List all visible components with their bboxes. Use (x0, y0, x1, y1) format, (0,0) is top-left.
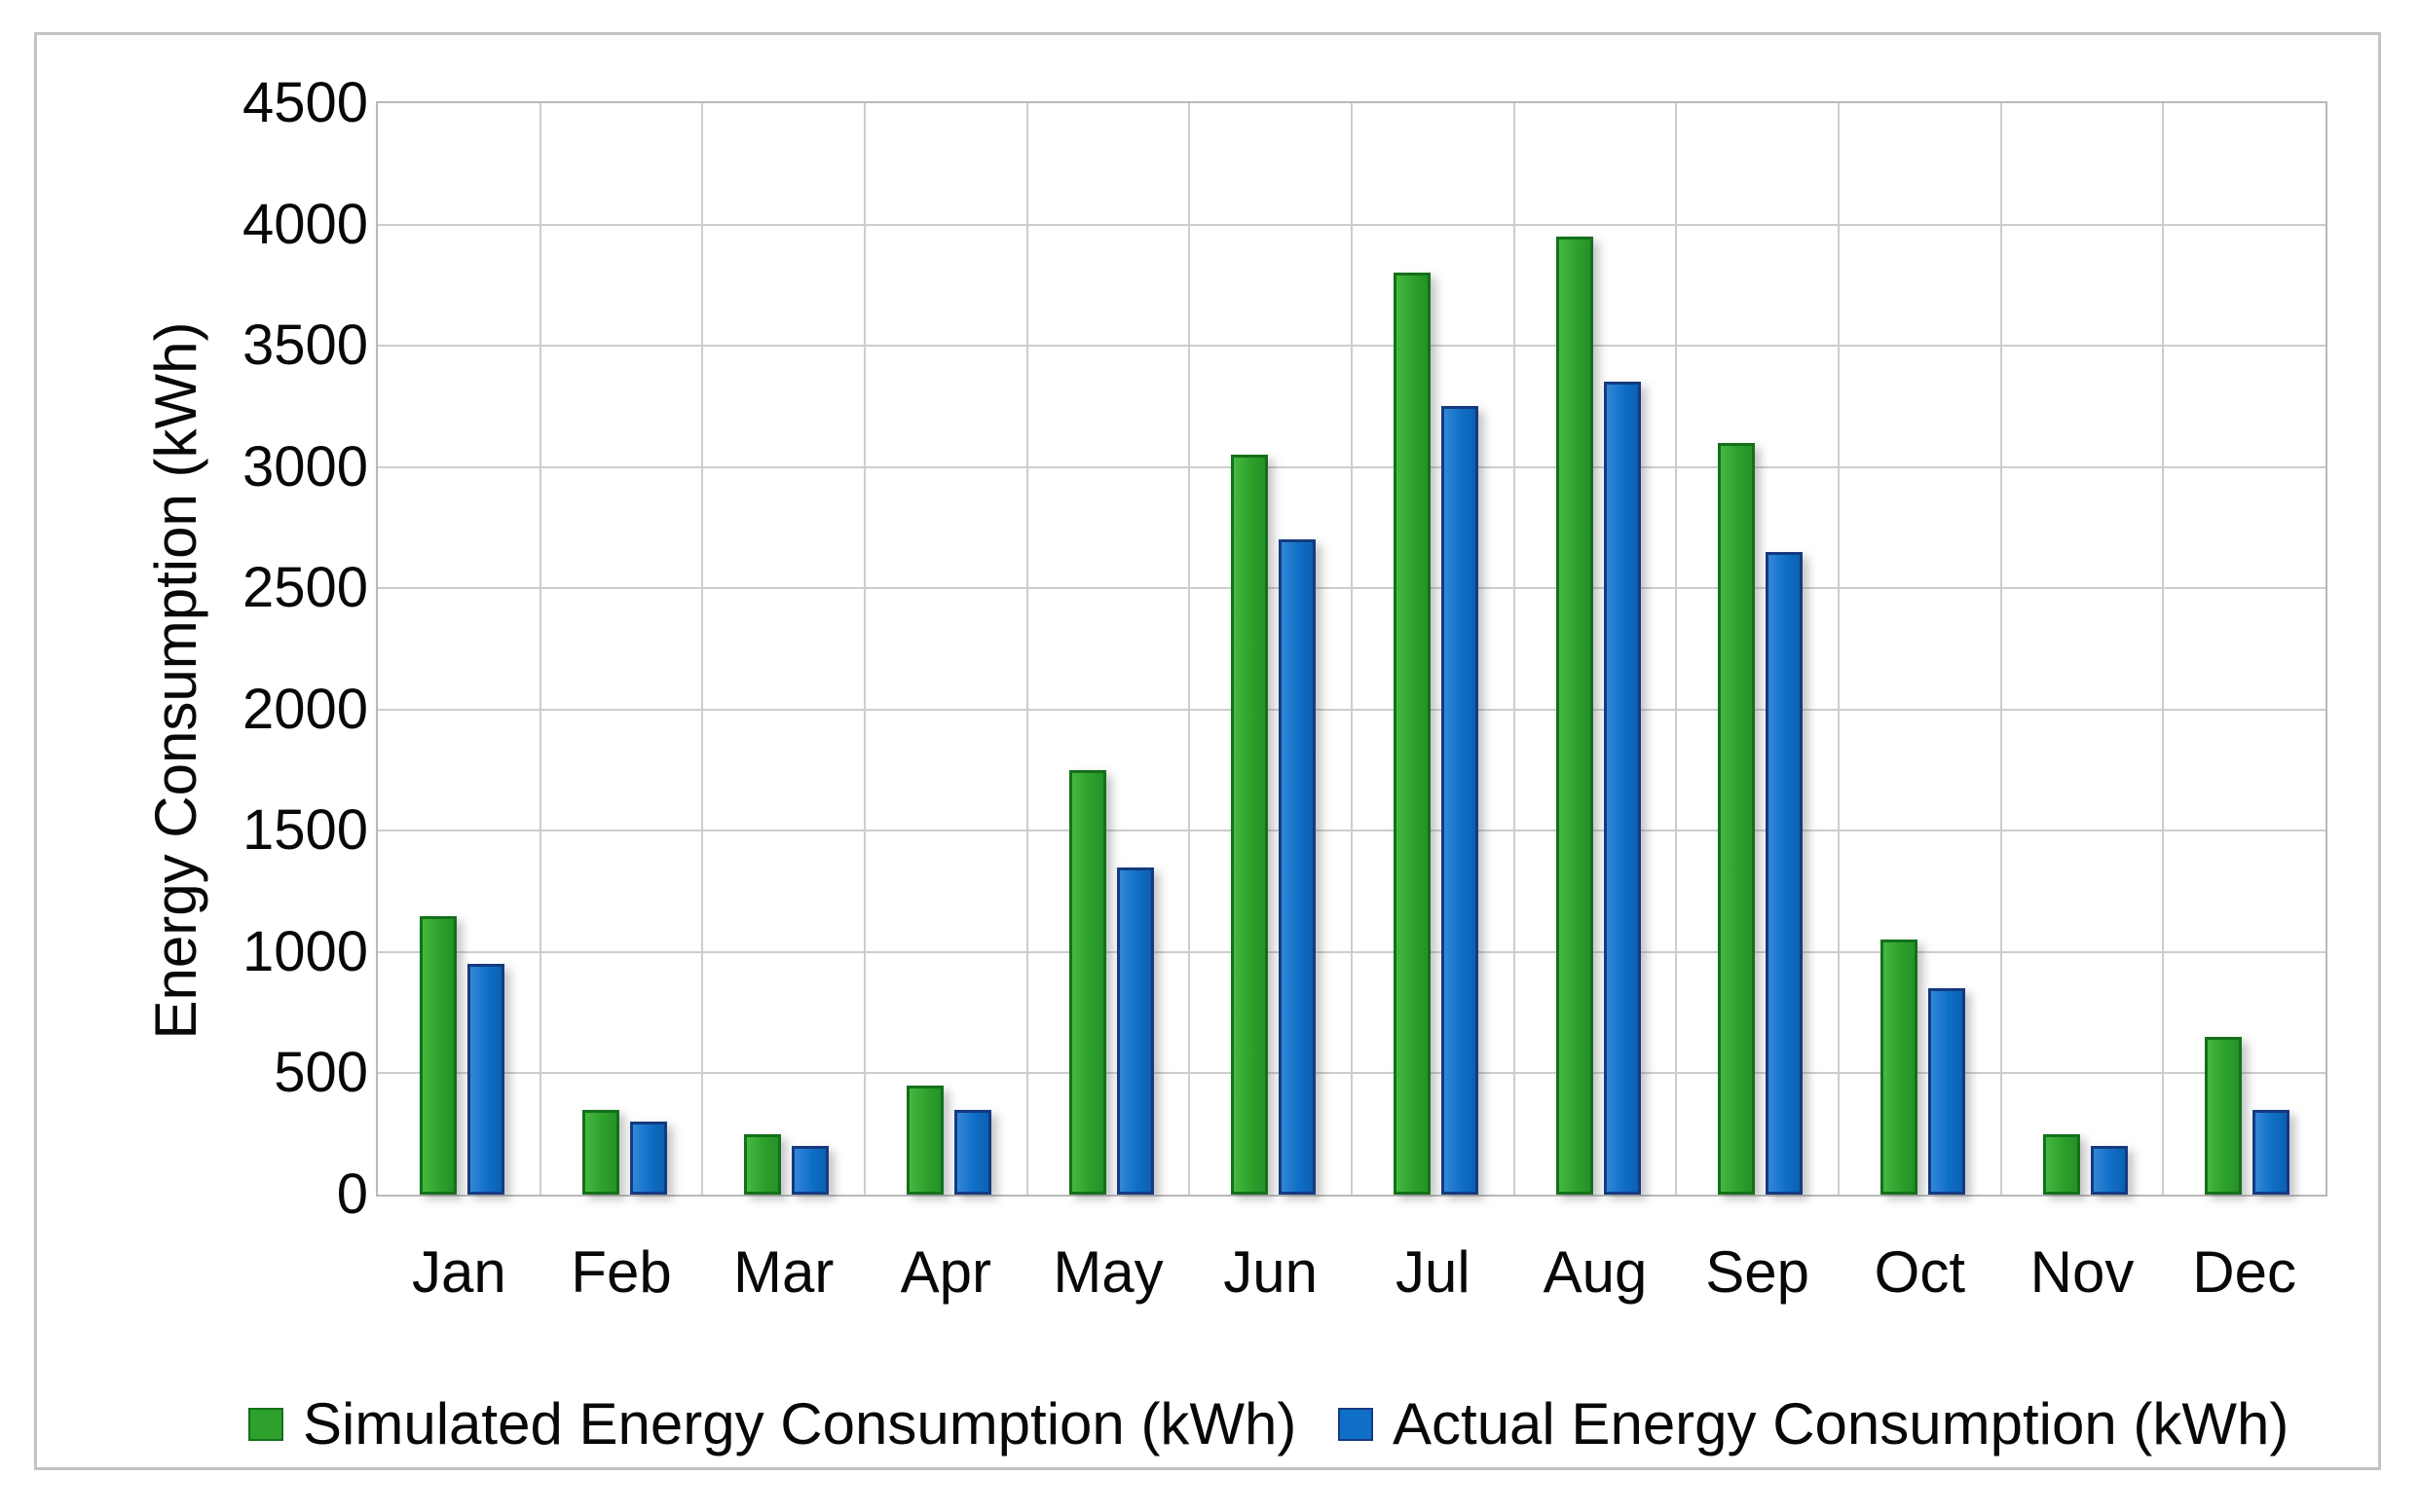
legend-swatch-actual (1338, 1408, 1373, 1441)
legend-item-actual: Actual Energy Consumption (kWh) (1338, 1391, 2289, 1457)
gridline-v-6 (1351, 103, 1353, 1195)
bar-act-apr (954, 1109, 991, 1195)
bar-act-may (1116, 867, 1154, 1195)
legend-item-simulated: Simulated Energy Consumption (kWh) (248, 1391, 1297, 1457)
bar-act-dec (2252, 1109, 2290, 1195)
bar-sim-mar (744, 1133, 782, 1195)
x-tick-oct: Oct (1874, 1239, 1965, 1305)
legend-label-actual: Actual Energy Consumption (kWh) (1393, 1391, 2289, 1457)
bar-act-jul (1441, 406, 1478, 1195)
y-tick-4500: 4500 (242, 71, 368, 134)
bar-sim-jul (1394, 273, 1431, 1195)
legend-swatch-simulated (248, 1408, 283, 1441)
bar-act-oct (1928, 988, 1965, 1195)
x-tick-dec: Dec (2192, 1239, 2297, 1305)
bar-act-mar (792, 1146, 830, 1195)
bar-act-jun (1279, 539, 1317, 1195)
gridline-v-11 (2162, 103, 2165, 1195)
y-tick-3000: 3000 (242, 434, 368, 498)
bar-sim-may (1068, 770, 1106, 1195)
gridline-v-7 (1512, 103, 1515, 1195)
x-tick-feb: Feb (571, 1239, 672, 1305)
gridline-v-1 (539, 103, 541, 1195)
y-tick-4000: 4000 (242, 192, 368, 256)
gridline-v-4 (1025, 103, 1028, 1195)
y-tick-500: 500 (274, 1041, 368, 1105)
y-tick-2000: 2000 (242, 677, 368, 741)
gridline-v-3 (864, 103, 866, 1195)
bar-sim-dec (2205, 1037, 2243, 1195)
bar-sim-jan (420, 915, 457, 1195)
x-tick-apr: Apr (900, 1239, 992, 1305)
bar-sim-apr (907, 1085, 944, 1195)
x-tick-jun: Jun (1223, 1239, 1319, 1305)
gridline-v-2 (701, 103, 704, 1195)
y-tick-1500: 1500 (242, 798, 368, 863)
y-tick-2500: 2500 (242, 556, 368, 620)
bar-sim-aug (1555, 237, 1593, 1195)
x-tick-aug: Aug (1543, 1239, 1648, 1305)
bar-act-sep (1766, 551, 1804, 1195)
bar-sim-jun (1231, 455, 1269, 1195)
x-tick-mar: Mar (732, 1239, 835, 1305)
bar-sim-sep (1718, 442, 1756, 1195)
x-tick-jan: Jan (411, 1239, 506, 1305)
gridline-v-8 (1675, 103, 1678, 1195)
plot-area (376, 101, 2327, 1197)
bar-act-feb (629, 1122, 667, 1195)
chart-frame: Energy Consumption (kWh) 0 500 1000 1500 200… (34, 32, 2381, 1470)
y-tick-0: 0 (336, 1162, 368, 1226)
legend-label-simulated: Simulated Energy Consumption (kWh) (303, 1391, 1297, 1457)
y-tick-3500: 3500 (242, 313, 368, 378)
y-tick-1000: 1000 (242, 919, 368, 983)
bar-act-nov (2090, 1146, 2128, 1195)
x-tick-sep: Sep (1705, 1239, 1810, 1305)
x-tick-jul: Jul (1395, 1239, 1470, 1305)
gridline-v-9 (1838, 103, 1840, 1195)
gridline-v-10 (1999, 103, 2002, 1195)
x-tick-may: May (1053, 1239, 1164, 1305)
bar-sim-feb (581, 1109, 619, 1195)
x-tick-nov: Nov (2029, 1239, 2135, 1305)
gridline-v-5 (1188, 103, 1191, 1195)
bar-act-aug (1603, 382, 1641, 1195)
bar-sim-oct (1880, 940, 1917, 1195)
bar-act-jan (467, 964, 504, 1195)
bar-sim-nov (2042, 1133, 2080, 1195)
